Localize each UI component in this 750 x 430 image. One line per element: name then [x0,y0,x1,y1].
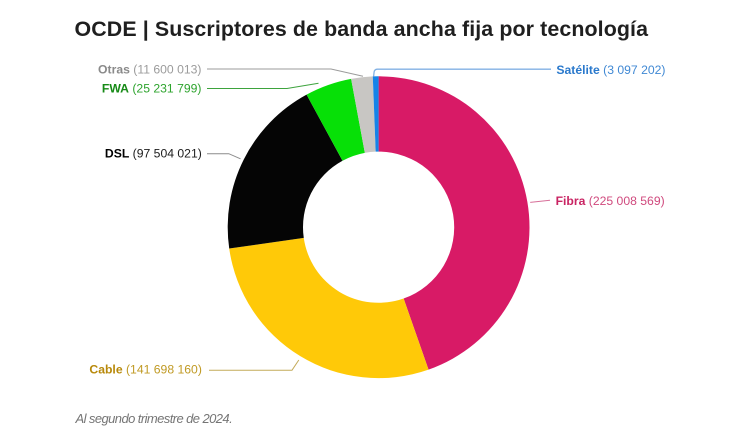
svg-text:Al segundo trimestre de 2024.: Al segundo trimestre de 2024. [75,411,233,426]
svg-text:Otras (11 600 013): Otras (11 600 013) [98,62,201,76]
svg-text:Fibra (225 008 569): Fibra (225 008 569) [556,194,665,208]
svg-text:FWA (25 231 799): FWA (25 231 799) [102,82,202,96]
svg-text:DSL (97 504 021): DSL (97 504 021) [105,147,202,161]
svg-text:Satélite (3 097 202): Satélite (3 097 202) [556,63,665,77]
svg-text:OCDE | Suscriptores de banda a: OCDE | Suscriptores de banda ancha fija … [75,17,650,41]
svg-text:Cable (141 698 160): Cable (141 698 160) [89,363,201,377]
